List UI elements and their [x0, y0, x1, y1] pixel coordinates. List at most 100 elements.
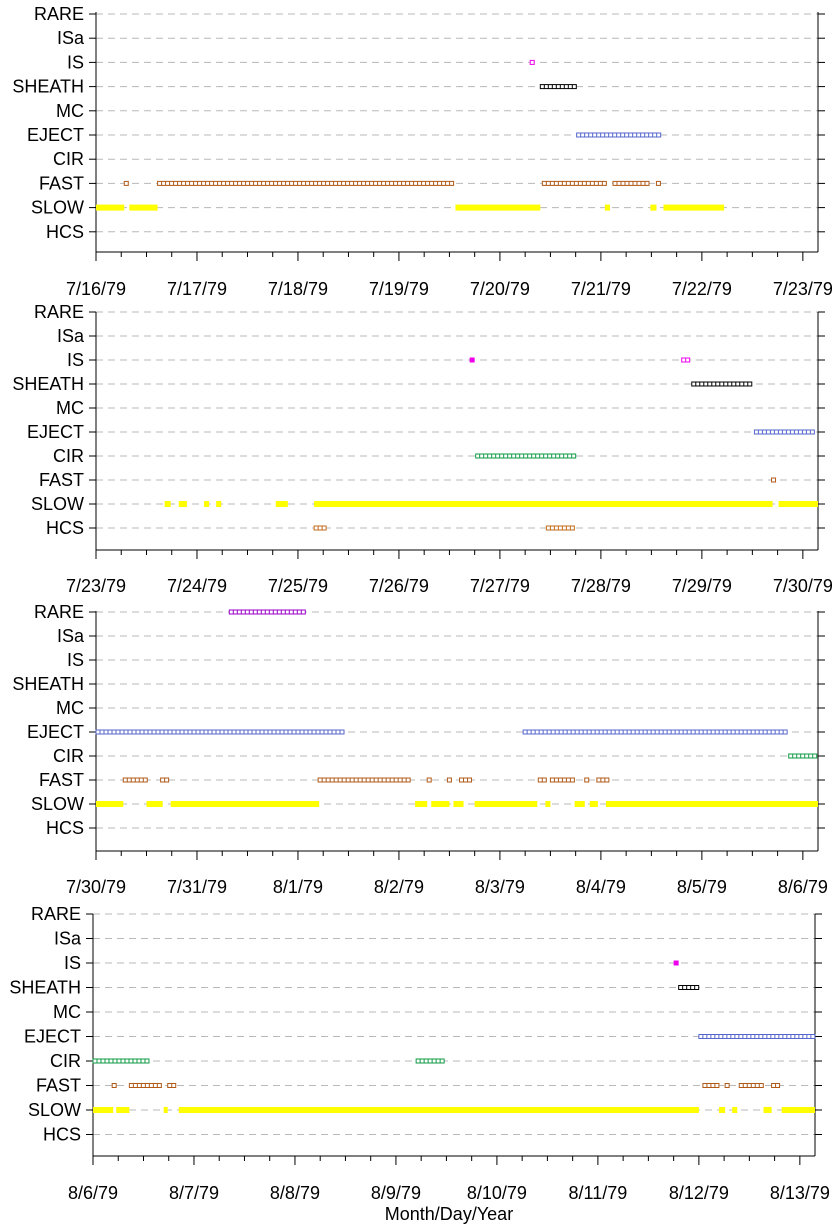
x-tick-label: 8/12/79	[669, 1183, 729, 1203]
category-label-sheath: SHEATH	[12, 374, 84, 394]
category-label-cir: CIR	[53, 446, 84, 466]
x-tick-label: 8/9/79	[371, 1183, 421, 1203]
category-label-sheath: SHEATH	[12, 674, 84, 694]
cir-interval	[415, 1058, 445, 1064]
category-label-slow: SLOW	[31, 494, 84, 514]
slow-interval	[164, 501, 171, 507]
slow-interval	[589, 801, 598, 807]
category-label-hcs: HCS	[46, 222, 84, 242]
is-interval	[681, 357, 691, 363]
fast-interval	[541, 180, 607, 186]
eject-interval	[522, 729, 788, 735]
x-tick-label: 8/11/79	[569, 1183, 628, 1203]
fast-interval	[738, 1083, 764, 1088]
category-label-is: IS	[64, 953, 81, 973]
slow-interval	[178, 501, 187, 507]
slow-interval	[732, 1107, 738, 1113]
category-label-hcs: HCS	[43, 1125, 81, 1145]
is-marker	[673, 960, 679, 966]
category-label-fast: FAST	[39, 470, 84, 490]
category-label-sheath: SHEATH	[9, 978, 81, 998]
x-tick-label: 7/30/79	[773, 576, 833, 596]
slow-interval	[545, 801, 551, 807]
slow-interval	[778, 501, 818, 507]
category-label-cir: CIR	[53, 149, 84, 169]
slow-interval	[663, 204, 725, 211]
slow-interval	[178, 1107, 699, 1113]
sheath-interval	[678, 985, 700, 990]
fast-interval	[771, 477, 777, 483]
eject-interval	[95, 729, 345, 735]
category-label-mc: MC	[56, 398, 84, 418]
fast-interval	[459, 777, 473, 783]
x-tick-label: 7/23/79	[66, 576, 126, 596]
fast-interval	[167, 1083, 177, 1088]
slow-interval	[163, 1107, 168, 1113]
slow-interval	[650, 204, 657, 211]
category-label-eject: EJECT	[27, 722, 84, 742]
category-label-fast: FAST	[39, 770, 84, 790]
x-tick-label: 7/17/79	[167, 279, 227, 299]
x-tick-label: 7/28/79	[571, 576, 631, 596]
category-label-fast: FAST	[36, 1076, 81, 1096]
fast-interval	[612, 180, 650, 186]
is-marker	[469, 357, 475, 363]
panel-4: RARE ISa IS SHEATH MC EJECT CIR FAST SLOW HCS 8/6/…	[9, 904, 830, 1203]
slow-interval	[431, 801, 450, 807]
x-tick-label: 7/22/79	[672, 279, 732, 299]
slow-interval	[204, 501, 210, 507]
fast-interval	[128, 1083, 162, 1088]
fast-interval	[160, 777, 170, 783]
slow-interval	[216, 501, 222, 507]
slow-interval	[719, 1107, 726, 1113]
category-label-rare: RARE	[34, 4, 84, 24]
cir-interval	[475, 453, 577, 459]
x-tick-label: 8/3/79	[475, 877, 525, 897]
x-tick-label: 8/8/79	[270, 1183, 320, 1203]
category-label-slow: SLOW	[31, 794, 84, 814]
fast-interval	[724, 1083, 730, 1088]
slow-interval	[781, 1107, 815, 1113]
slow-interval	[314, 501, 773, 507]
category-label-eject: EJECT	[24, 1027, 81, 1047]
fast-interval	[702, 1083, 720, 1088]
category-label-eject: EJECT	[27, 125, 84, 145]
slow-interval	[146, 801, 163, 807]
fast-interval	[157, 180, 455, 186]
category-label-fast: FAST	[39, 173, 84, 193]
fast-interval	[317, 777, 411, 783]
fast-interval	[426, 777, 432, 783]
fast-interval	[122, 777, 148, 783]
eject-interval	[698, 1034, 816, 1039]
x-tick-label: 7/16/79	[66, 279, 126, 299]
fast-interval	[446, 777, 452, 783]
category-label-cir: CIR	[53, 746, 84, 766]
category-label-isa: ISa	[54, 929, 82, 949]
eject-interval	[753, 429, 815, 435]
category-label-slow: SLOW	[28, 1100, 81, 1120]
slow-interval	[574, 801, 585, 807]
fast-interval	[549, 777, 575, 783]
slow-interval	[453, 801, 464, 807]
sheath-interval	[691, 381, 753, 387]
category-label-isa: ISa	[57, 626, 85, 646]
slow-interval	[604, 204, 610, 211]
category-label-hcs: HCS	[46, 818, 84, 838]
x-tick-label: 8/1/79	[273, 877, 323, 897]
x-tick-label: 8/6/79	[68, 1183, 118, 1203]
x-tick-label: 8/5/79	[677, 877, 727, 897]
eject-interval	[576, 132, 662, 138]
category-label-cir: CIR	[50, 1051, 81, 1071]
category-label-hcs: HCS	[46, 518, 84, 538]
chart-panels: RARE ISa IS SHEATH MC EJECT CIR FAST SLOW HCS 7/16…	[9, 4, 833, 1203]
x-tick-label: 8/13/79	[770, 1183, 830, 1203]
category-label-is: IS	[67, 650, 84, 670]
fast-interval	[584, 777, 590, 783]
x-tick-label: 7/26/79	[369, 576, 429, 596]
sheath-interval	[539, 84, 577, 90]
category-label-is: IS	[67, 52, 84, 72]
category-label-rare: RARE	[34, 602, 84, 622]
x-tick-label: 7/31/79	[167, 877, 227, 897]
hcs-interval	[313, 525, 327, 531]
is-interval	[529, 59, 535, 65]
